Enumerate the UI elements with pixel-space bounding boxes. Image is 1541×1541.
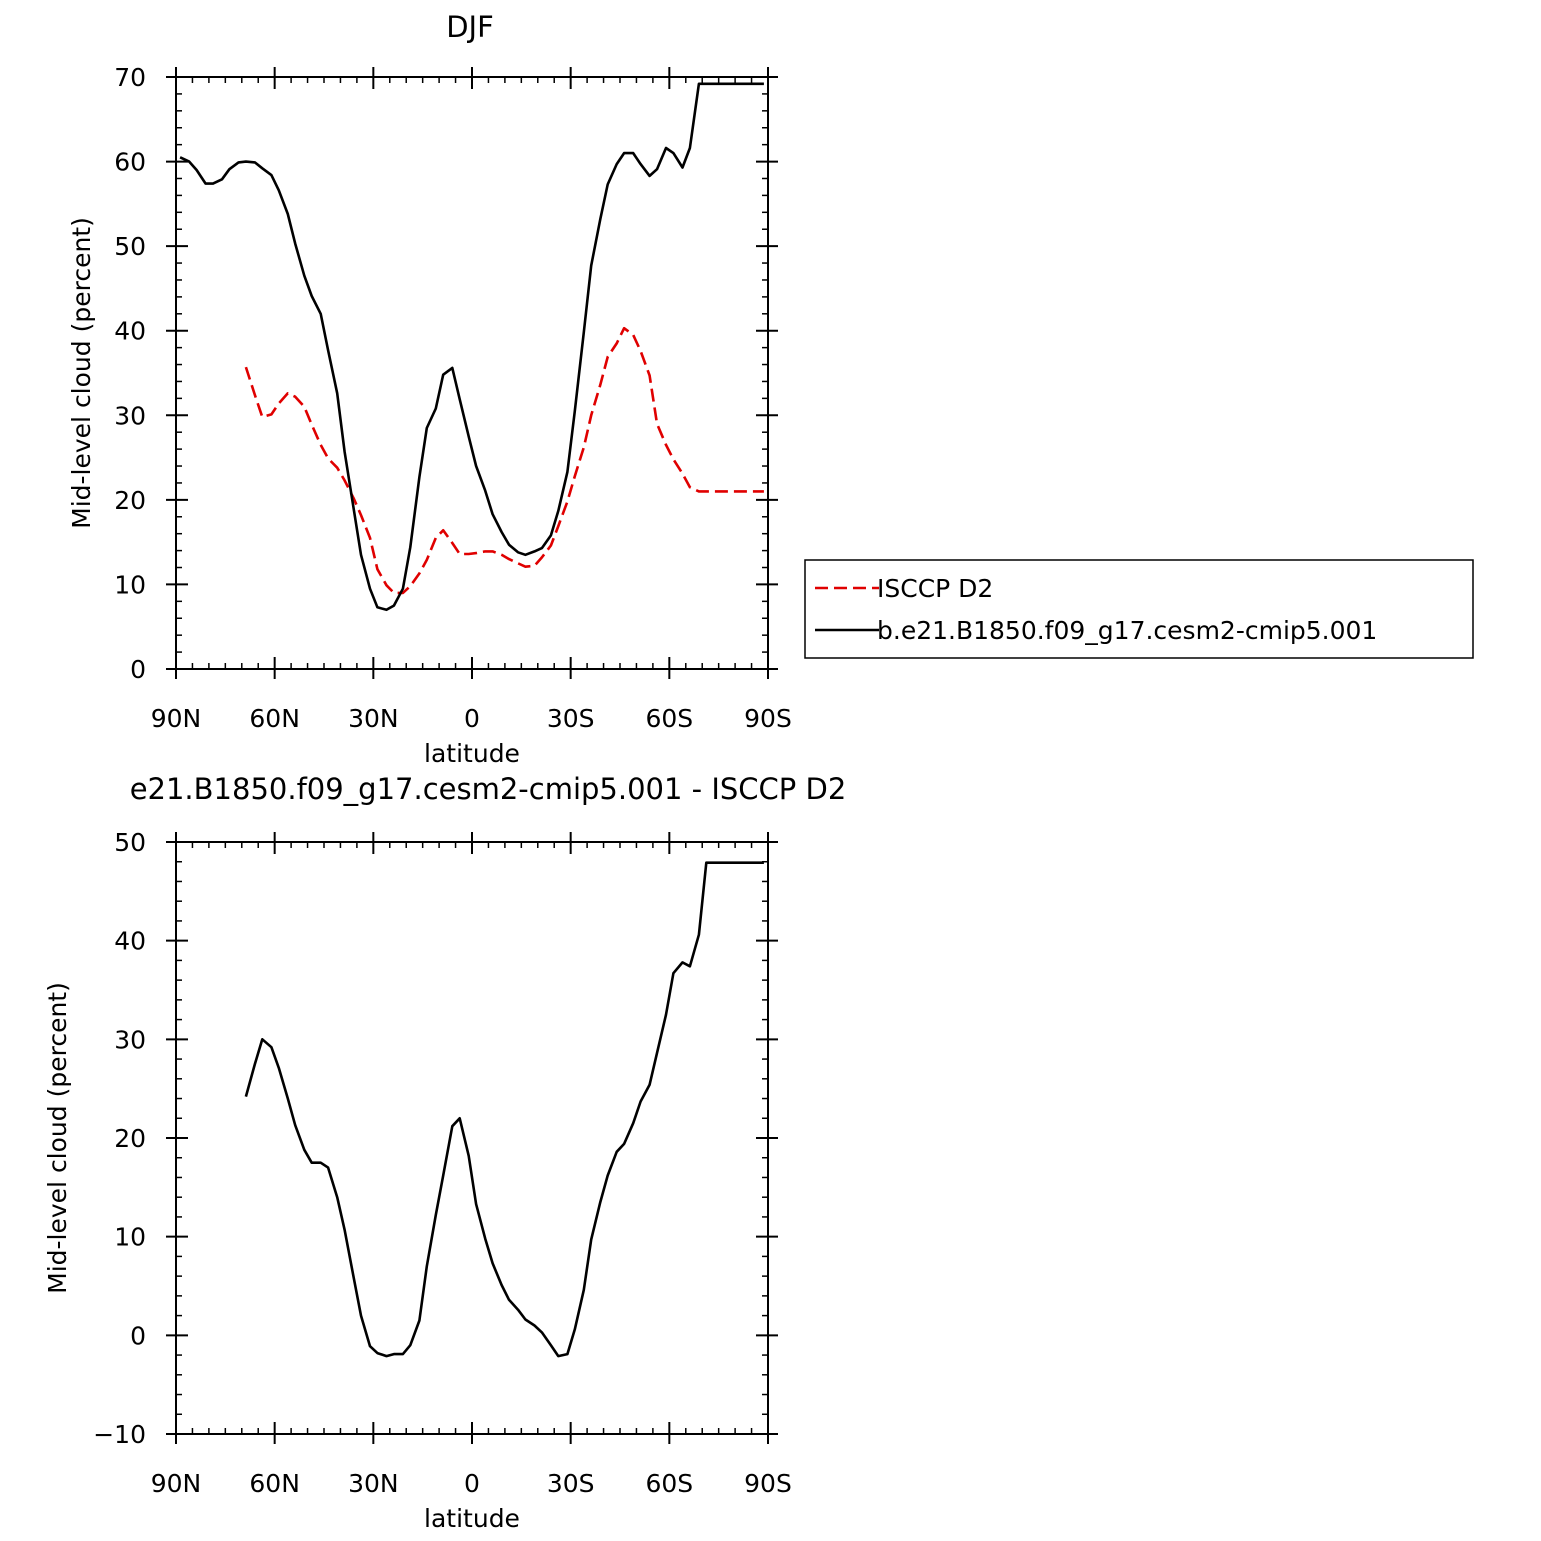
legend-box [804,559,1474,659]
y-tick-label: 20 [114,486,146,515]
x-tick-label: 60N [249,1469,300,1498]
y-tick-label: 40 [114,317,146,346]
bottom-panel-difference: e21.B1850.f09_g17.cesm2-cmip5.001 - ISCC… [43,772,846,1533]
series-line-model [179,82,764,612]
series-line-isccp [244,326,764,595]
y-tick-label: 0 [130,1321,146,1350]
x-tick-label: 0 [464,1469,480,1498]
legend: ISCCP D2 b.e21.B1850.f09_g17.cesm2-cmip5.… [804,559,1474,659]
y-tick-label: 0 [130,655,146,684]
legend-label: b.e21.B1850.f09_g17.cesm2-cmip5.001 [877,616,1377,645]
y-tick-label: 30 [114,401,146,430]
y-axis-label: Mid-level cloud (percent) [67,217,96,529]
x-tick-label: 30N [348,1469,399,1498]
x-tick-label: 30N [348,704,399,733]
y-tick-label: 30 [114,1025,146,1054]
legend-label: ISCCP D2 [877,574,993,603]
x-tick-label: 30S [547,704,595,733]
y-tick-label: −10 [93,1420,146,1449]
x-tick-label: 60S [645,704,693,733]
y-tick-label: 60 [114,148,146,177]
x-tick-label: 90S [744,704,792,733]
y-axis-label: Mid-level cloud (percent) [43,982,72,1294]
y-tick-label: 70 [114,63,146,92]
x-tick-label: 90N [151,1469,202,1498]
y-tick-label: 10 [114,1223,146,1252]
series-line-model [244,861,764,1358]
y-tick-label: 40 [114,927,146,956]
plot-frame [175,76,769,670]
chart-title: e21.B1850.f09_g17.cesm2-cmip5.001 - ISCC… [130,772,847,806]
y-tick-label: 50 [114,232,146,261]
x-axis-label: latitude [424,1504,520,1533]
y-tick-label: 20 [114,1124,146,1153]
chart-title: DJF [446,10,494,44]
x-tick-label: 60N [249,704,300,733]
y-tick-label: 10 [114,570,146,599]
top-panel-djf: DJF 90N 60N 30N 0 30S 60S 90S 0 10 20 30 40 50 60 70 lat… [67,10,792,768]
x-axis-label: latitude [424,739,520,768]
y-tick-label: 50 [114,828,146,857]
x-tick-label: 90N [151,704,202,733]
x-tick-label: 0 [464,704,480,733]
plot-frame [175,841,769,1435]
x-tick-label: 90S [744,1469,792,1498]
x-tick-label: 30S [547,1469,595,1498]
x-tick-label: 60S [645,1469,693,1498]
